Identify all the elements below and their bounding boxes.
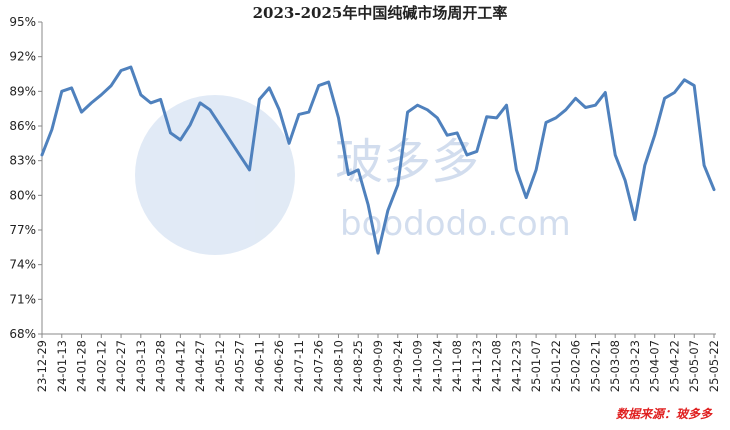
x-tick-label: 25-01-22 (549, 340, 563, 392)
x-tick-label: 24-10-09 (411, 340, 425, 392)
x-tick-label: 24-12-08 (490, 340, 504, 392)
x-tick-label: 25-04-22 (667, 340, 681, 392)
y-tick-label: 71% (9, 292, 36, 306)
y-tick-label: 95% (9, 15, 36, 29)
x-tick-label: 24-12-23 (509, 340, 523, 392)
source-note: 数据来源：玻多多 (616, 407, 713, 421)
x-tick-label: 24-02-12 (94, 340, 108, 392)
watermark-text: boododo.com (340, 204, 571, 244)
x-tick-label: 24-05-12 (213, 340, 227, 392)
y-tick-label: 68% (9, 327, 36, 341)
x-tick-label: 24-06-11 (252, 340, 266, 392)
x-tick-label: 25-05-07 (687, 340, 701, 392)
x-tick-label: 24-07-26 (312, 340, 326, 392)
x-tick-label: 24-08-25 (351, 340, 365, 392)
line-series (40, 65, 716, 255)
x-tick-label: 24-01-13 (55, 340, 69, 392)
x-tick-label: 25-02-21 (588, 340, 602, 392)
x-tick-label: 25-03-08 (608, 340, 622, 392)
x-tick-label: 25-03-23 (628, 340, 642, 392)
x-tick-label: 24-11-08 (450, 340, 464, 392)
x-tick-label: 24-03-28 (154, 340, 168, 392)
watermark: 玻多多 boododo.com (135, 95, 571, 255)
x-tick-label: 24-09-09 (371, 340, 385, 392)
y-tick-label: 86% (9, 119, 36, 133)
x-tick-label: 24-06-26 (272, 340, 286, 392)
x-tick-label: 25-04-07 (648, 340, 662, 392)
x-tick-label: 24-09-24 (391, 340, 405, 392)
x-tick-label: 24-11-23 (470, 340, 484, 392)
watermark-text: 玻多多 (335, 134, 479, 190)
x-tick-label: 24-04-27 (193, 340, 207, 392)
x-tick-label: 25-05-22 (707, 340, 721, 392)
x-tick-label: 24-03-13 (134, 340, 148, 392)
x-tick-label: 24-07-11 (292, 340, 306, 392)
y-tick-label: 77% (9, 223, 36, 237)
x-tick-label: 24-10-24 (430, 340, 444, 392)
y-tick-label: 80% (9, 188, 36, 202)
x-tick-label: 23-12-29 (35, 340, 49, 392)
x-tick-label: 24-01-28 (75, 340, 89, 392)
chart-title: 2023-2025年中国纯碱市场周开工率 (253, 4, 508, 22)
y-tick-label: 74% (9, 258, 36, 272)
x-tick-label: 25-01-07 (529, 340, 543, 392)
y-tick-label: 92% (9, 50, 36, 64)
x-tick-label: 24-02-27 (114, 340, 128, 392)
x-tick-label: 24-04-12 (173, 340, 187, 392)
x-tick-label: 24-05-27 (233, 340, 247, 392)
y-tick-label: 89% (9, 84, 36, 98)
x-tick-label: 25-02-06 (569, 340, 583, 392)
y-tick-label: 83% (9, 154, 36, 168)
x-tick-label: 24-08-10 (331, 340, 345, 392)
